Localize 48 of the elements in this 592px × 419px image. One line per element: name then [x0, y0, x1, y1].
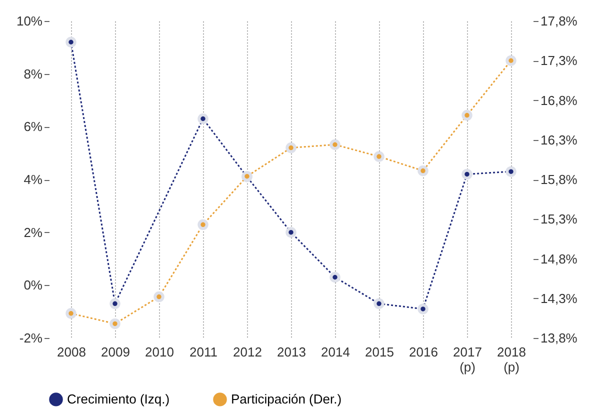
point [154, 291, 164, 302]
y-tick-label: -2% [19, 330, 43, 346]
point [66, 308, 76, 319]
point [286, 142, 296, 154]
point [374, 298, 384, 310]
y2-tick-label: 15,3% [540, 212, 578, 227]
point [110, 318, 120, 330]
y2-tick-label: 13,8% [540, 330, 578, 346]
y-tick-label: 6% [24, 119, 43, 134]
y2-tick-label: 16,8% [540, 92, 578, 108]
y2-tick-label: 15,8% [540, 172, 578, 187]
x-tick-label: 2013 [277, 344, 306, 360]
y-tick-label: 10% [16, 14, 43, 28]
y-tick-label: 2% [24, 224, 43, 240]
point [198, 113, 208, 124]
x-tick-label: 2014 [321, 344, 350, 360]
y-tick-label: 8% [24, 66, 43, 82]
point [330, 139, 340, 150]
y2-tick-label: 17,3% [540, 53, 578, 68]
x-tick-label: 2017 (p) [453, 344, 482, 374]
x-tick-label: 2009 [101, 344, 130, 360]
point [462, 168, 472, 180]
point [286, 226, 296, 238]
x-tick-label: 2011 [190, 344, 218, 360]
point [506, 55, 516, 66]
legend-label: Crecimiento (Izq.) [67, 391, 170, 406]
point [110, 298, 120, 310]
point [462, 110, 472, 121]
x-tick-label: 2018 (p) [497, 344, 526, 374]
y2-tick-label: 14,8% [540, 251, 578, 266]
x-tick-label: 2015 [365, 344, 394, 360]
point [506, 166, 516, 177]
x-tick-label: 2008 [57, 344, 86, 360]
point [198, 219, 208, 230]
y2-tick-label: 17,8% [540, 14, 578, 28]
point [66, 36, 76, 48]
legend-label: Participación (Der.) [231, 391, 342, 406]
point [374, 151, 384, 162]
y-tick-label: 4% [24, 172, 43, 187]
point [418, 304, 428, 314]
y2-tick-label: 16,3% [540, 132, 578, 148]
point [418, 165, 428, 176]
x-tick-label: 2012 [233, 344, 262, 360]
y-tick-label: 0% [24, 278, 43, 293]
x-tick-label: 2016 [409, 344, 438, 360]
x-tick-label: 2010 [145, 344, 174, 360]
point [330, 272, 340, 283]
y2-tick-label: 14,3% [540, 290, 578, 306]
